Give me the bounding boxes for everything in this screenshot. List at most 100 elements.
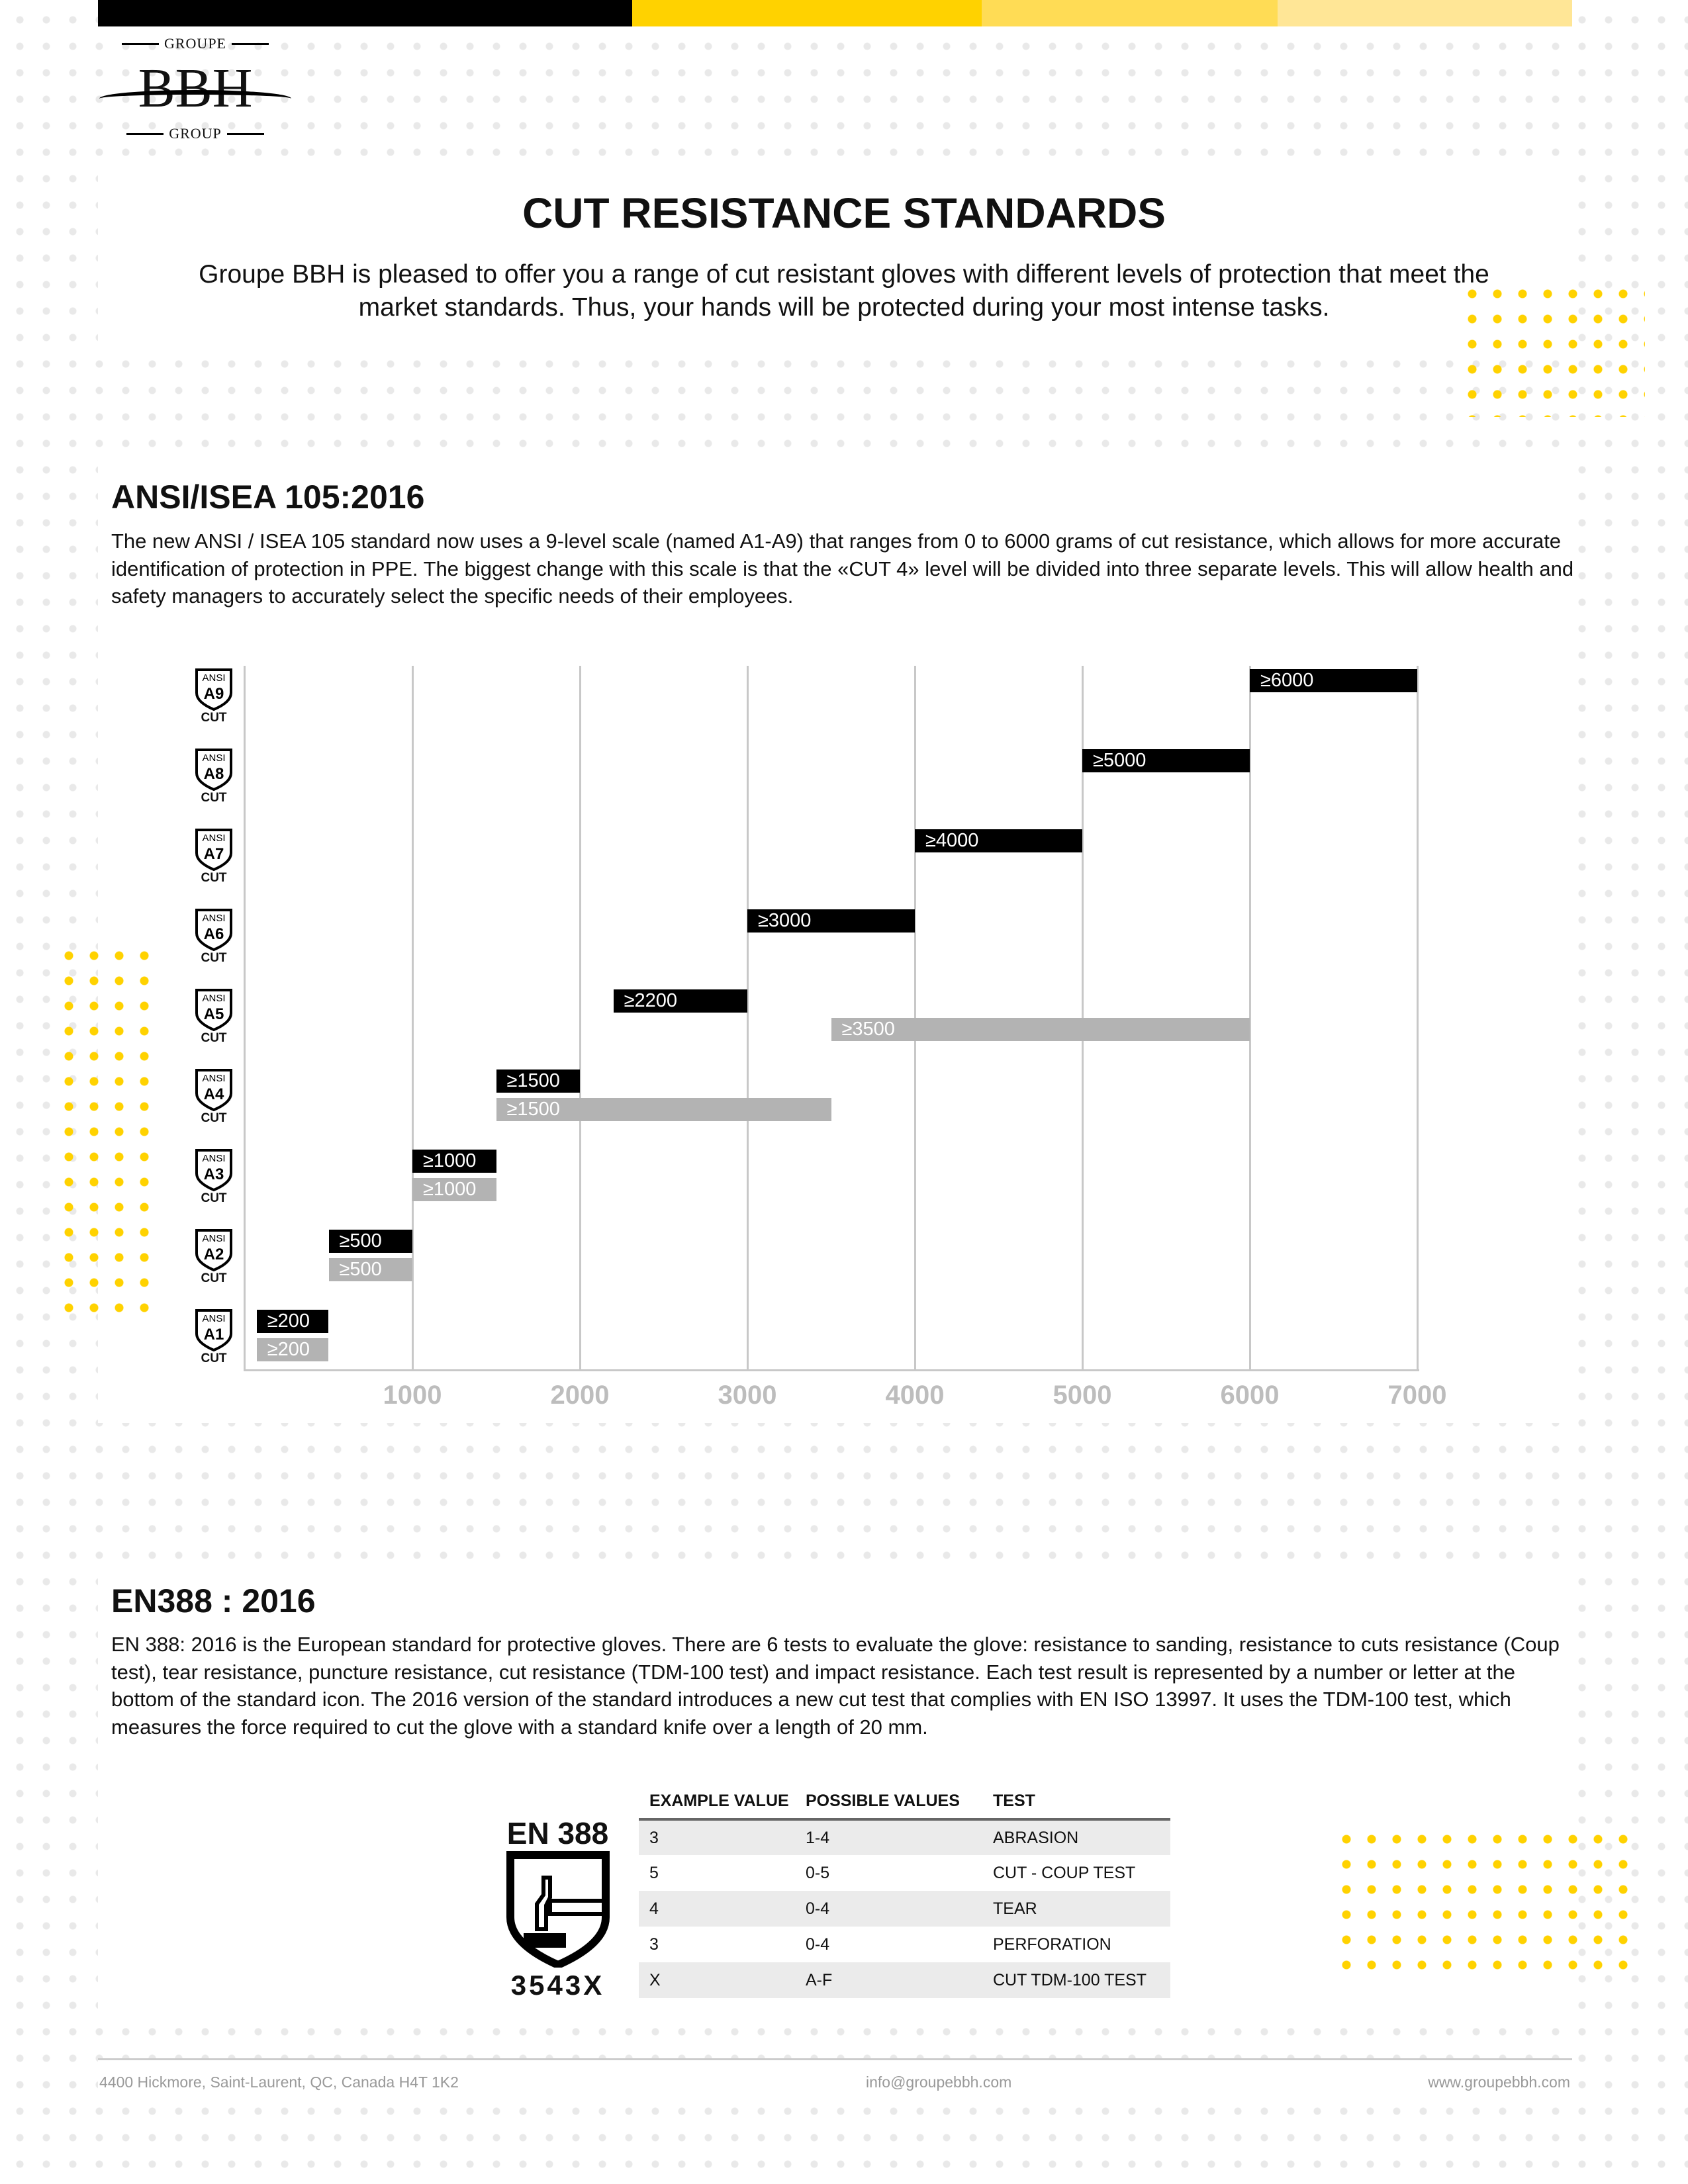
x-tick-label: 6000 <box>1220 1381 1280 1410</box>
black-bar-a9: ≥6000 <box>1250 669 1417 692</box>
logo-top-text: GROUPE <box>99 34 291 53</box>
cut-label: CUT <box>201 791 227 805</box>
bbh-logo: GROUPE BBH GROUP <box>99 34 291 143</box>
col-header: TEST <box>982 1790 1170 1821</box>
table-cell: TEAR <box>982 1891 1170 1927</box>
header-panel <box>98 159 1572 351</box>
ansi-level-icon: ANSI A5 CUT <box>191 988 237 1045</box>
logo-swoosh <box>99 90 291 107</box>
grey-bar-a4: ≥1500 <box>496 1098 831 1121</box>
ansi-icon-top: ANSI <box>202 752 225 764</box>
table-row: X A-F CUT TDM-100 TEST <box>639 1962 1170 1998</box>
cut-label: CUT <box>201 871 227 885</box>
table-cell: 0-4 <box>806 1934 830 1954</box>
gridline <box>914 666 916 1369</box>
cut-label: CUT <box>201 1351 227 1365</box>
black-bar-a4: ≥1500 <box>496 1069 580 1093</box>
black-bar-a5: ≥2200 <box>613 989 747 1013</box>
ansi-icon-top: ANSI <box>202 1153 225 1164</box>
en388-description: EN 388: 2016 is the European standard fo… <box>111 1633 1560 1739</box>
black-bar-a7: ≥4000 <box>915 829 1082 852</box>
table-cell: 3 <box>649 1934 659 1954</box>
footer-panel <box>98 2058 1572 2105</box>
ansi-level-icon: ANSI A7 CUT <box>191 828 237 885</box>
gridline <box>412 666 414 1369</box>
y-axis <box>244 666 246 1371</box>
x-tick-label: 7000 <box>1387 1381 1447 1410</box>
gridline <box>1249 666 1251 1369</box>
ansi-level-icon: ANSI A9 CUT <box>191 668 237 725</box>
en388-table: EXAMPLE VALUE POSSIBLE VALUES TEST 3 1-4 A… <box>639 1790 1170 1998</box>
table-cell: X <box>639 1962 795 1998</box>
table-cell: CUT TDM-100 TEST <box>982 1962 1170 1998</box>
ansi-level-icon: ANSI A4 CUT <box>191 1068 237 1125</box>
cut-label: CUT <box>201 1191 227 1205</box>
table-cell: A-F <box>795 1962 982 1998</box>
footer-email[interactable]: info@groupebbh.com <box>866 2073 1012 2091</box>
top-color-bar <box>1278 0 1572 26</box>
gridline <box>1082 666 1084 1369</box>
page-title: CUT RESISTANCE STANDARDS <box>522 189 1166 237</box>
x-axis <box>244 1369 1419 1371</box>
cut-label: CUT <box>201 711 227 725</box>
ansi-icon-level: A5 <box>204 1005 224 1023</box>
x-tick-label: 4000 <box>885 1381 945 1410</box>
yellow-dot-pattern <box>1460 281 1645 417</box>
x-tick-label: 3000 <box>718 1381 777 1410</box>
cut-label: CUT <box>201 1271 227 1285</box>
ansi-icon-level: A7 <box>204 845 224 863</box>
ansi-icon-level: A8 <box>204 765 224 783</box>
table-row: 5 0-5 CUT - COUP TEST <box>639 1855 1170 1891</box>
table-cell: PERFORATION <box>993 1934 1111 1954</box>
ansi-level-icon: ANSI A2 CUT <box>191 1228 237 1285</box>
ansi-level-icon: ANSI A3 CUT <box>191 1148 237 1205</box>
table-cell: 5 <box>649 1863 659 1882</box>
table-row: 3 1-4 ABRASION <box>639 1819 1170 1855</box>
ansi-heading: ANSI/ISEA 105:2016 <box>111 478 425 516</box>
logo-main-text: BBH <box>138 58 253 119</box>
x-tick-label: 2000 <box>550 1381 610 1410</box>
top-color-bar <box>982 0 1278 26</box>
ansi-icon-top: ANSI <box>202 913 225 924</box>
col-header: POSSIBLE VALUES <box>795 1790 982 1821</box>
ansi-icon-level: A3 <box>204 1165 224 1183</box>
table-cell: 4 <box>639 1891 795 1927</box>
ansi-cut-chart: 1000 2000 3000 4000 5000 6000 7000 ANSI A1 CUT ANS… <box>191 666 1447 1410</box>
ansi-level-icon: ANSI A6 CUT <box>191 908 237 965</box>
x-tick-label: 5000 <box>1053 1381 1112 1410</box>
cut-label: CUT <box>201 1111 227 1125</box>
ansi-icon-top: ANSI <box>202 1233 225 1244</box>
footer-website[interactable]: www.groupebbh.com <box>1428 2073 1570 2091</box>
top-color-bar <box>98 0 632 26</box>
table-cell: CUT - COUP TEST <box>993 1863 1136 1882</box>
table-cell: ABRASION <box>982 1819 1170 1855</box>
x-tick-label: 1000 <box>383 1381 442 1410</box>
table-row: 3 0-4 PERFORATION <box>639 1927 1170 1962</box>
yellow-dot-pattern <box>1334 1827 1632 1985</box>
grey-bar-a2: ≥500 <box>328 1258 412 1281</box>
ansi-level-icon: ANSI A1 CUT <box>191 1308 237 1365</box>
table-cell: 0-4 <box>795 1891 982 1927</box>
black-bar-a6: ≥3000 <box>747 909 915 933</box>
ansi-icon-top: ANSI <box>202 833 225 844</box>
black-bar-a3: ≥1000 <box>412 1150 496 1173</box>
ansi-icon-level: A6 <box>204 925 224 943</box>
en388-icon-title: EN 388 <box>506 1816 609 1850</box>
table-row: 4 0-4 TEAR <box>639 1891 1170 1927</box>
cut-label: CUT <box>201 951 227 965</box>
logo-bottom-text: GROUP <box>99 124 291 143</box>
ansi-level-icon: ANSI A8 CUT <box>191 748 237 805</box>
table-cell: 1-4 <box>795 1819 982 1855</box>
grey-bar-a5: ≥3500 <box>831 1018 1250 1041</box>
ansi-icon-level: A4 <box>204 1085 224 1103</box>
gridline <box>1417 666 1419 1369</box>
grey-bar-a1: ≥200 <box>256 1338 329 1361</box>
top-color-bar <box>632 0 982 26</box>
ansi-icon-level: A1 <box>204 1326 224 1343</box>
ansi-description: The new ANSI / ISEA 105 standard now use… <box>111 529 1574 608</box>
ansi-icon-top: ANSI <box>202 1313 225 1324</box>
en388-heading: EN388 : 2016 <box>111 1582 316 1619</box>
grey-bar-a3: ≥1000 <box>412 1178 496 1201</box>
gridline <box>747 666 749 1369</box>
en388-icon-code: 3543X <box>510 1970 605 2001</box>
